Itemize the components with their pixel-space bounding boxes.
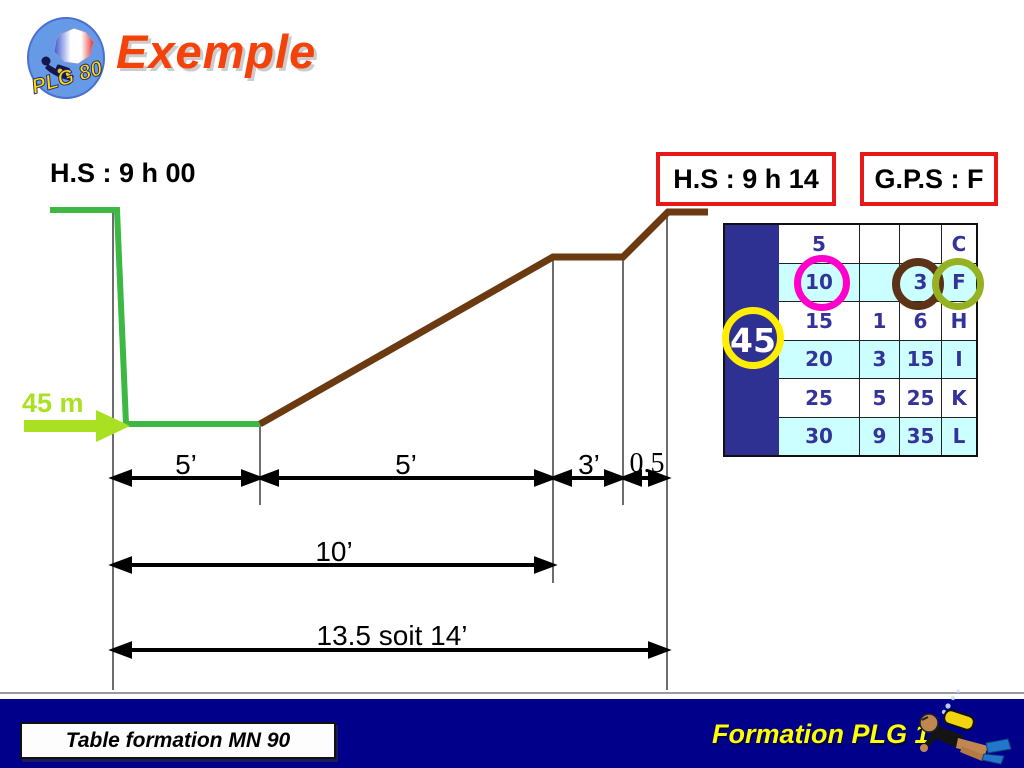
descent-line — [50, 207, 260, 427]
segment1-duration-label: 5’ — [175, 449, 197, 480]
dimension-arrow-row3 — [108, 641, 672, 659]
table-grid: 5 C 10 3 F 15 1 6 H 20 3 15 I 25 5 25 K — [779, 225, 976, 455]
segment4-duration-label: 0.5 — [629, 448, 665, 479]
ascent-line — [258, 208, 708, 428]
cell-stop3m: 35 — [900, 417, 942, 455]
footer-left-label: Table formation MN 90 — [65, 728, 291, 752]
dimension-extension-lines — [112, 212, 668, 690]
time-to-stop-label: 10’ — [315, 536, 353, 567]
footer-right-label: Formation PLG 1 — [712, 719, 930, 749]
table-row: 30 9 35 L — [779, 417, 976, 455]
cell-duration: 20 — [779, 340, 860, 378]
cell-duration: 5 — [779, 225, 860, 263]
bubbles — [941, 689, 960, 715]
cell-stop3m — [900, 225, 942, 263]
segment3-duration-label: 3’ — [578, 449, 600, 480]
cell-gps: K — [951, 385, 967, 410]
plg80-club-badge-icon: PLG 80 — [27, 17, 106, 99]
depth-highlight-circle — [722, 307, 784, 369]
page-title: Exemple — [116, 25, 317, 78]
cell-stop6m: 9 — [860, 417, 900, 455]
footer-divider — [0, 692, 1024, 694]
cell-gps: H — [950, 308, 968, 333]
cell-stop6m: 3 — [860, 340, 900, 378]
cell-stop6m — [860, 225, 900, 263]
table-row: 5 C — [779, 225, 976, 264]
cell-gps: C — [951, 231, 967, 256]
end-time-label: H.S : 9 h 14 — [673, 163, 819, 194]
dimension-arrow-row2 — [108, 556, 558, 574]
cell-stop6m: 5 — [860, 379, 900, 417]
scuba-diver-icon — [919, 689, 1012, 765]
cell-duration: 15 — [779, 302, 860, 340]
cell-stop3m: 15 — [900, 340, 942, 378]
cell-duration: 30 — [779, 417, 860, 455]
cell-gps: L — [952, 424, 966, 449]
gps-box: G.P.S : F — [860, 152, 998, 206]
cell-stop3m: 6 — [900, 302, 942, 340]
cell-duration: 25 — [779, 379, 860, 417]
segment2-duration-label: 5’ — [395, 449, 417, 480]
table-row: 20 3 15 I — [779, 340, 976, 379]
table-row: 25 5 25 K — [779, 379, 976, 418]
diver-silhouette — [41, 56, 74, 81]
depth-arrow — [24, 410, 130, 442]
cell-stop3m: 25 — [900, 379, 942, 417]
gps-label: G.P.S : F — [874, 163, 984, 194]
total-time-label: 13.5 soit 14’ — [316, 620, 468, 651]
cell-gps: I — [955, 347, 963, 372]
cell-stop6m: 1 — [860, 302, 900, 340]
end-time-box: H.S : 9 h 14 — [656, 152, 836, 206]
gps-highlight-circle — [932, 258, 984, 310]
duration-highlight-circle — [794, 255, 850, 311]
footer-left-box: Table formation MN 90 — [20, 722, 336, 759]
dimension-arrows-row1 — [108, 469, 672, 487]
france-map-shape — [53, 27, 95, 65]
start-time-label: H.S : 9 h 00 — [50, 158, 196, 188]
depth-label: 45 m — [22, 388, 84, 418]
